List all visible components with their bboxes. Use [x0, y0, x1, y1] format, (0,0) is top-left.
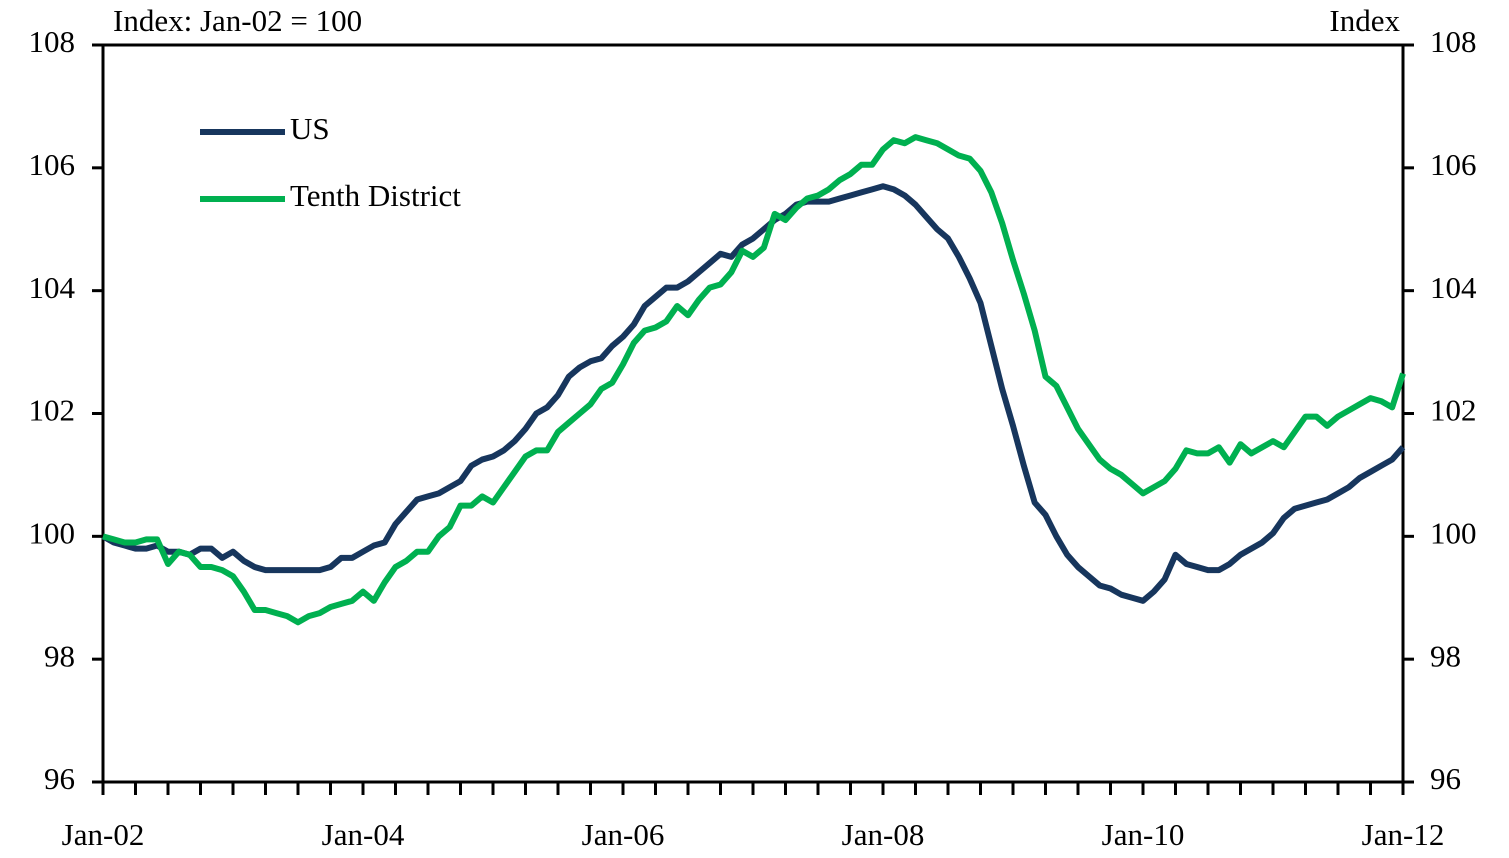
- y2-tick-label: 108: [1430, 24, 1477, 59]
- y-axis-label: Index: Jan-02 = 100: [113, 3, 362, 38]
- y-tick-label: 106: [29, 147, 76, 182]
- plot-frame: [101, 43, 1405, 784]
- y2-tick-label: 106: [1430, 147, 1477, 182]
- y-tick-label: 104: [29, 270, 76, 305]
- y2-tick-label: 98: [1430, 638, 1461, 673]
- legend-label: Tenth District: [290, 178, 461, 213]
- y-tick-label: 96: [44, 761, 75, 796]
- x-tick-label: Jan-02: [62, 817, 145, 852]
- y2-tick-label: 96: [1430, 761, 1461, 796]
- x-tick-label: Jan-10: [1102, 817, 1185, 852]
- y-tick-label: 102: [29, 393, 76, 428]
- y-tick-label: 98: [44, 638, 75, 673]
- y-tick-label: 108: [29, 24, 76, 59]
- y-tick-label: 100: [29, 515, 76, 550]
- line-series: [102, 134, 1406, 626]
- x-tick-label: Jan-12: [1362, 817, 1445, 852]
- y2-tick-label: 104: [1430, 270, 1477, 305]
- y2-axis-label: Index: [1329, 3, 1400, 38]
- legend-label: US: [290, 111, 330, 146]
- x-tick-label: Jan-04: [322, 817, 405, 852]
- line-series: [101, 183, 1406, 604]
- y2-tick-label: 102: [1430, 393, 1477, 428]
- x-tick-label: Jan-08: [842, 817, 925, 852]
- x-tick-label: Jan-06: [582, 817, 665, 852]
- y2-tick-label: 100: [1430, 515, 1477, 550]
